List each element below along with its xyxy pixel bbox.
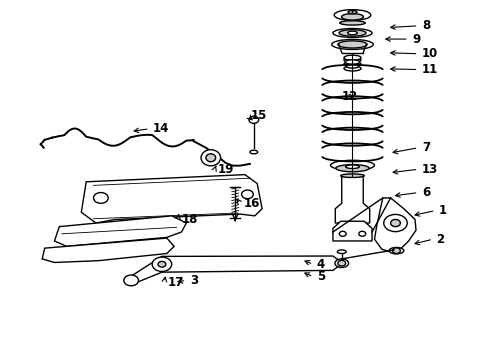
Ellipse shape: [201, 150, 220, 166]
Circle shape: [94, 193, 108, 203]
Text: 15: 15: [251, 109, 267, 122]
Ellipse shape: [333, 28, 372, 37]
Ellipse shape: [344, 55, 361, 60]
Ellipse shape: [334, 10, 371, 21]
Ellipse shape: [331, 160, 374, 170]
Polygon shape: [131, 256, 343, 285]
Text: 4: 4: [317, 258, 325, 271]
Ellipse shape: [338, 41, 367, 48]
Ellipse shape: [206, 154, 216, 162]
Ellipse shape: [337, 250, 346, 253]
Text: 7: 7: [422, 141, 430, 154]
Text: 19: 19: [218, 163, 235, 176]
Text: 2: 2: [437, 233, 444, 246]
Text: 10: 10: [422, 47, 438, 60]
Ellipse shape: [348, 10, 357, 14]
Ellipse shape: [342, 14, 364, 20]
Ellipse shape: [347, 31, 357, 35]
Circle shape: [338, 260, 345, 266]
Text: 8: 8: [422, 19, 430, 32]
Circle shape: [152, 257, 171, 271]
Circle shape: [384, 215, 407, 231]
Text: 13: 13: [422, 163, 438, 176]
Circle shape: [392, 248, 400, 253]
Polygon shape: [374, 198, 416, 253]
Text: 5: 5: [317, 270, 325, 283]
Text: 3: 3: [190, 274, 198, 287]
Ellipse shape: [339, 30, 366, 36]
Ellipse shape: [389, 247, 404, 254]
Circle shape: [339, 231, 346, 236]
Ellipse shape: [250, 150, 258, 154]
Text: 17: 17: [168, 276, 184, 289]
Polygon shape: [54, 216, 186, 246]
Ellipse shape: [345, 165, 359, 168]
Ellipse shape: [340, 21, 365, 25]
Text: 6: 6: [422, 186, 430, 199]
Polygon shape: [42, 238, 174, 262]
Ellipse shape: [341, 174, 365, 177]
Circle shape: [359, 231, 366, 236]
Circle shape: [124, 275, 139, 286]
Text: 16: 16: [244, 197, 260, 210]
Ellipse shape: [335, 259, 348, 267]
Text: 1: 1: [439, 204, 447, 217]
Text: 14: 14: [153, 122, 170, 135]
Text: 18: 18: [181, 213, 198, 226]
Text: 9: 9: [412, 32, 420, 46]
Ellipse shape: [345, 60, 360, 64]
Text: 11: 11: [422, 63, 438, 76]
Circle shape: [391, 220, 400, 226]
Circle shape: [249, 116, 259, 123]
Ellipse shape: [336, 165, 369, 172]
Circle shape: [242, 190, 253, 199]
Text: 12: 12: [341, 90, 358, 103]
Polygon shape: [333, 221, 372, 241]
Ellipse shape: [332, 40, 373, 49]
Polygon shape: [335, 176, 369, 223]
Ellipse shape: [346, 64, 359, 68]
Circle shape: [158, 261, 166, 267]
Polygon shape: [81, 175, 262, 223]
